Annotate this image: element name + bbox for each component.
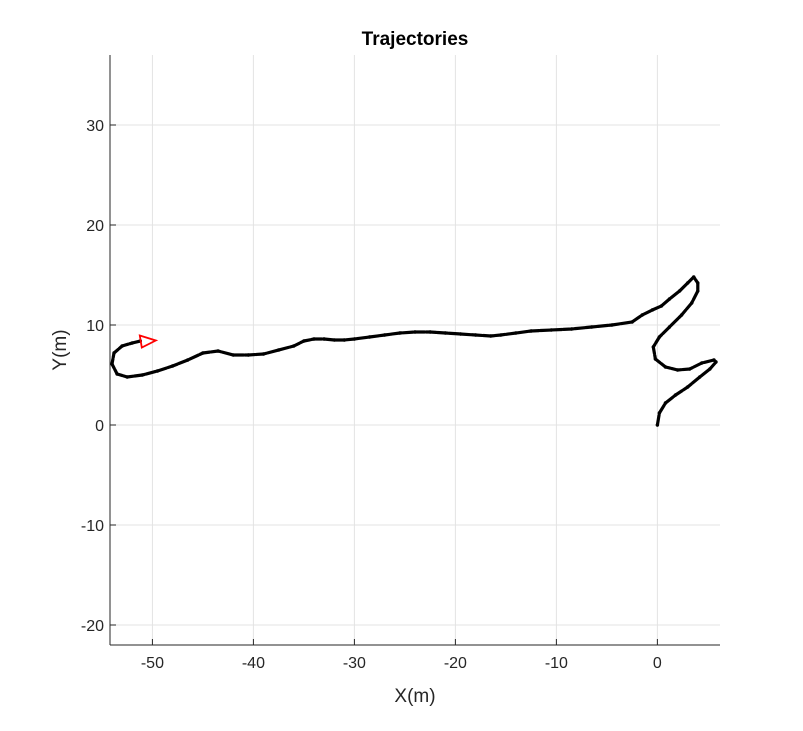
y-tick-label: -20 bbox=[81, 618, 104, 635]
trajectory-point bbox=[110, 362, 114, 366]
trajectory-point bbox=[679, 313, 684, 317]
y-tick-label: -10 bbox=[81, 518, 104, 535]
x-tick-label: -30 bbox=[343, 655, 366, 672]
x-axis-label: X(m) bbox=[394, 686, 435, 707]
trajectory-point bbox=[663, 365, 668, 369]
trajectory-point bbox=[529, 329, 533, 333]
trajectory-point bbox=[413, 330, 417, 334]
trajectory-point bbox=[302, 339, 306, 343]
trajectory-point bbox=[685, 281, 690, 285]
heading-arrow-marker bbox=[138, 334, 159, 349]
trajectory-point bbox=[640, 313, 644, 317]
trajectory-point bbox=[155, 369, 160, 373]
series-layer bbox=[110, 275, 718, 427]
trajectory-point bbox=[352, 337, 357, 341]
trajectory-point bbox=[458, 332, 463, 336]
trajectory-point bbox=[659, 304, 664, 308]
trajectory-point bbox=[322, 337, 326, 341]
trajectory-point bbox=[700, 361, 704, 365]
axes bbox=[109, 55, 720, 646]
trajectory-point bbox=[696, 281, 700, 285]
trajectory-point bbox=[655, 423, 660, 427]
trajectory-point bbox=[367, 335, 372, 339]
trajectory-point bbox=[332, 338, 336, 342]
y-tick-label: 10 bbox=[86, 318, 104, 335]
trajectory-point bbox=[590, 325, 594, 329]
trajectory-point bbox=[130, 341, 134, 345]
y-axis-label: Y(m) bbox=[50, 329, 71, 370]
trajectory-point bbox=[125, 375, 129, 379]
trajectory-point bbox=[692, 275, 696, 279]
trajectory-point bbox=[630, 320, 634, 324]
trajectory-point bbox=[657, 335, 662, 339]
trajectory-point bbox=[383, 333, 387, 337]
trajectory-point bbox=[312, 337, 316, 341]
trajectory-point bbox=[246, 353, 251, 357]
y-axis-ticks: -20 -10 0 10 20 30 bbox=[81, 118, 116, 635]
y-tick-label: 20 bbox=[86, 218, 104, 235]
trajectory-point bbox=[292, 344, 296, 348]
trajectory-point bbox=[685, 385, 690, 389]
y-tick-label: 0 bbox=[95, 418, 104, 435]
chart-title: Trajectories bbox=[362, 29, 469, 50]
trajectory-point bbox=[667, 297, 672, 301]
trajectory-point bbox=[216, 349, 220, 353]
trajectory-point bbox=[186, 358, 190, 362]
trajectory-point bbox=[549, 328, 554, 332]
trajectory-point bbox=[514, 331, 518, 335]
trajectory-point bbox=[231, 353, 235, 357]
trajectory-point bbox=[675, 368, 680, 372]
trajectory-point bbox=[489, 334, 493, 338]
trajectory-point bbox=[112, 351, 116, 355]
trajectory-point bbox=[708, 367, 712, 371]
trajectory-point bbox=[120, 344, 124, 348]
x-tick-label: -20 bbox=[444, 655, 467, 672]
trajectory-point bbox=[276, 348, 281, 352]
trajectory-point bbox=[140, 373, 145, 377]
trajectory-point bbox=[712, 358, 716, 362]
trajectory-point bbox=[677, 289, 682, 293]
trajectory-point bbox=[690, 301, 694, 305]
trajectory-point bbox=[569, 327, 574, 331]
trajectory-point bbox=[115, 372, 119, 376]
trajectory-point bbox=[650, 308, 655, 312]
trajectory-point bbox=[667, 325, 672, 329]
trajectory-point bbox=[610, 323, 614, 327]
trajectory-point bbox=[653, 357, 658, 361]
y-tick-label: 30 bbox=[86, 118, 104, 135]
trajectory-point bbox=[261, 352, 266, 356]
plot-area bbox=[110, 55, 720, 645]
trajectory-point bbox=[663, 401, 668, 405]
trajectory-point bbox=[398, 331, 402, 335]
trajectory-point bbox=[443, 331, 447, 335]
trajectory-point bbox=[428, 330, 432, 334]
trajectory-point bbox=[657, 411, 662, 415]
x-tick-label: 0 bbox=[653, 655, 662, 672]
trajectory-point bbox=[170, 364, 175, 368]
x-tick-label: -10 bbox=[545, 655, 568, 672]
trajectory-point bbox=[473, 333, 478, 337]
x-tick-label: -50 bbox=[141, 655, 164, 672]
trajectory-point bbox=[698, 375, 702, 379]
trajectory-point bbox=[342, 338, 347, 342]
trajectory-point bbox=[651, 345, 656, 349]
x-tick-label: -40 bbox=[242, 655, 265, 672]
x-axis-ticks: -50 -40 -30 -20 -10 0 bbox=[141, 639, 662, 672]
trajectory-point bbox=[673, 393, 678, 397]
trajectory-point bbox=[688, 367, 692, 371]
trajectory-point bbox=[201, 351, 205, 355]
trajectory-point bbox=[499, 333, 503, 337]
trajectory-point bbox=[696, 289, 700, 293]
